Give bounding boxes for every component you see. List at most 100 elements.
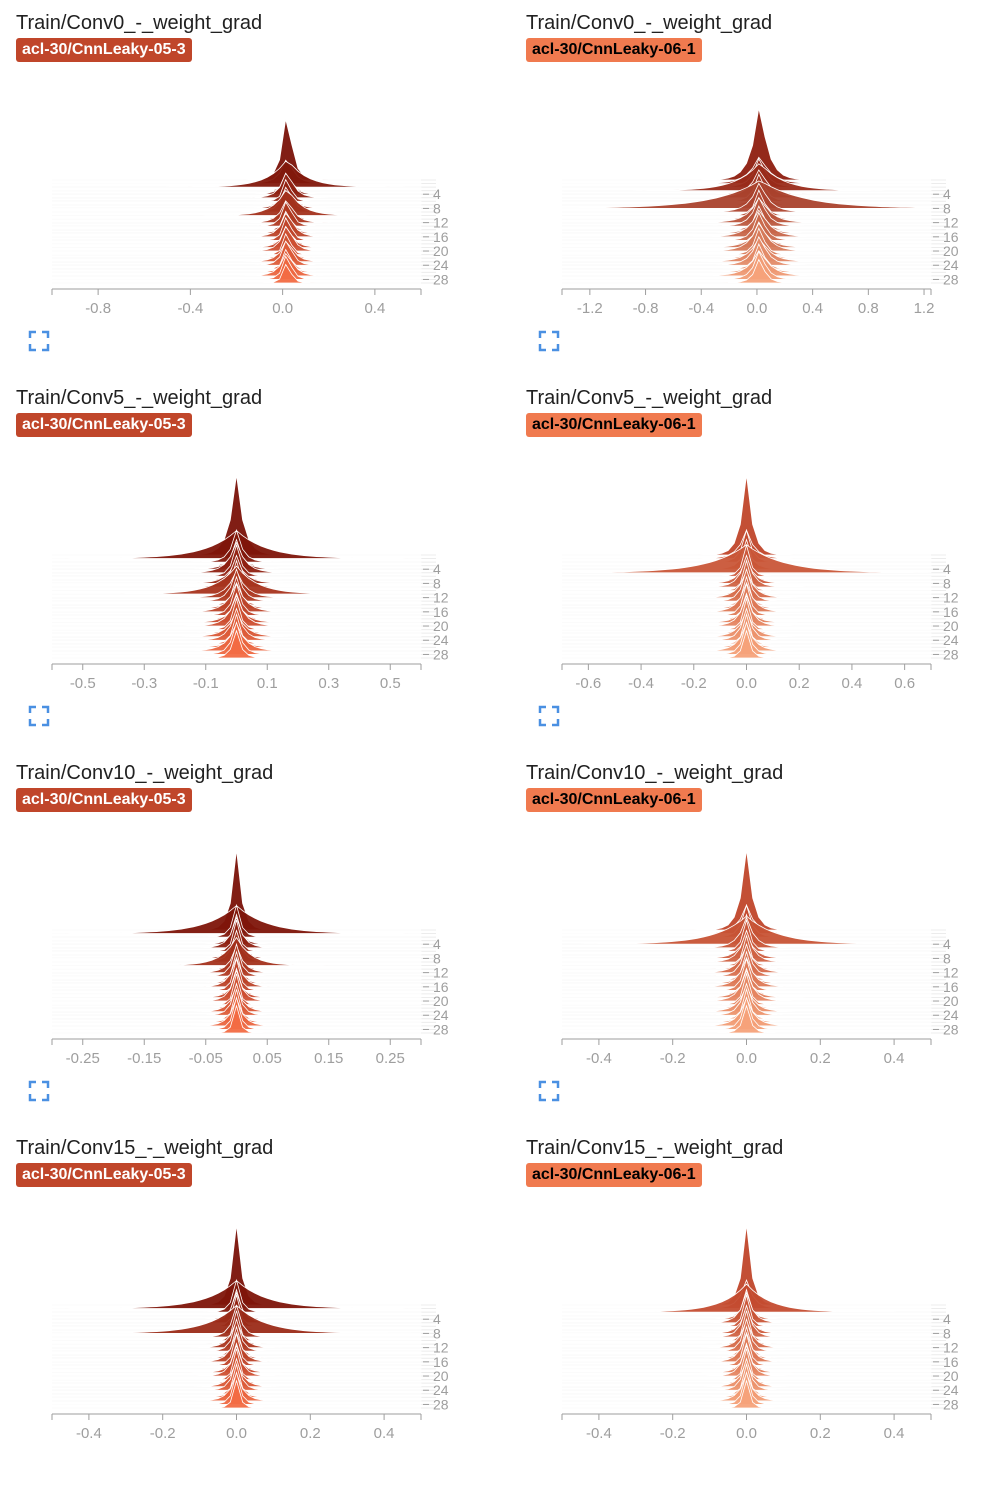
ridgeline-step [51, 216, 422, 241]
x-tick-label: 0.3 [318, 675, 339, 692]
ridgeline-step [51, 159, 422, 184]
x-tick-label: -0.4 [586, 1425, 612, 1442]
y-tick-label: 24 [943, 632, 959, 648]
run-badge: acl-30/CnnLeaky-05-3 [16, 38, 192, 62]
y-tick-label: 24 [433, 632, 449, 648]
x-tick-label: -0.1 [193, 675, 219, 692]
y-tick-label: 4 [943, 561, 951, 577]
x-tick-label: 0.0 [736, 1050, 757, 1067]
ridgeline-series [51, 1224, 422, 1409]
x-tick-label: -0.2 [660, 1050, 686, 1067]
ridgeline-step [562, 1224, 931, 1306]
ridgeline-series [51, 119, 422, 284]
y-tick-label: 8 [943, 200, 951, 216]
x-tick-label: -0.8 [85, 300, 111, 317]
fullscreen-icon[interactable] [28, 330, 50, 352]
x-tick-label: 0.4 [841, 675, 862, 692]
x-tick-label: -0.2 [150, 1425, 176, 1442]
run-badge: acl-30/CnnLeaky-06-1 [526, 413, 702, 437]
y-tick-label: 24 [433, 1382, 449, 1398]
x-tick-label: 0.0 [272, 300, 293, 317]
x-tick-label: -0.5 [70, 675, 96, 692]
ridgeline-step [51, 201, 422, 227]
x-tick-label: 0.05 [253, 1050, 282, 1067]
run-badge: acl-30/CnnLeaky-05-3 [16, 413, 192, 437]
ridgeline-step [561, 163, 932, 192]
fullscreen-icon[interactable] [538, 330, 560, 352]
histogram-card: Train/Conv0_-_weight_grad acl-30/CnnLeak… [526, 0, 986, 375]
ridgeline-step [52, 1004, 421, 1034]
y-tick-label: 4 [433, 1311, 441, 1327]
x-tick-label: 0.2 [810, 1050, 831, 1067]
ridgeline-step [561, 238, 932, 263]
y-tick-label: 20 [433, 618, 449, 634]
ridgeline-series [561, 108, 932, 284]
y-tick-label: 4 [433, 186, 441, 202]
fullscreen-icon[interactable] [538, 1080, 560, 1102]
histogram-card: Train/Conv10_-_weight_grad acl-30/CnnLea… [16, 750, 486, 1125]
ridgeline-step [51, 212, 422, 238]
ridgeline-step [51, 217, 422, 234]
ridgeline-step [561, 189, 932, 216]
ridgeline-step [51, 255, 422, 280]
y-tick-label: 24 [943, 1007, 959, 1023]
ridgeline-step [52, 119, 421, 181]
fullscreen-icon[interactable] [538, 705, 560, 727]
y-tick-label: 8 [433, 575, 441, 591]
y-tick-label: 8 [943, 575, 951, 591]
y-tick-label: 16 [943, 979, 959, 995]
y-tick-label: 16 [943, 1354, 959, 1370]
run-badge: acl-30/CnnLeaky-06-1 [526, 1163, 702, 1187]
ridgeline-step [561, 235, 932, 266]
y-tick-label: 24 [433, 1007, 449, 1023]
x-tick-label: -0.2 [681, 675, 707, 692]
ridgeline-step [562, 108, 931, 181]
x-tick-label: 0.2 [789, 675, 810, 692]
y-tick-label: 28 [433, 646, 449, 662]
y-tick-label: 8 [433, 200, 441, 216]
ridgeline-step [562, 629, 931, 659]
x-tick-label: 0.6 [894, 675, 915, 692]
ridgeline-step [51, 229, 422, 248]
ridgeline-step [561, 211, 932, 241]
histogram-card: Train/Conv15_-_weight_grad acl-30/CnnLea… [16, 1125, 486, 1500]
ridgeline-step [52, 1224, 421, 1306]
ridgeline-step [51, 240, 422, 263]
y-tick-label: 28 [943, 646, 959, 662]
ridgeline-step [51, 188, 422, 209]
ridgeline-step [51, 232, 422, 255]
ridgeline-series [51, 849, 422, 1034]
x-tick-label: 0.1 [257, 675, 278, 692]
x-tick-label: 1.2 [914, 300, 935, 317]
ridgeline-step [51, 203, 422, 220]
histogram-card: Train/Conv5_-_weight_grad acl-30/CnnLeak… [16, 375, 486, 750]
ridgeline-step [561, 250, 932, 280]
ridgeline-step [51, 252, 422, 277]
step-grid [52, 179, 436, 284]
fullscreen-icon[interactable] [28, 705, 50, 727]
x-tick-label: 0.5 [380, 675, 401, 692]
ridgeline-step [561, 180, 932, 209]
ridgeline-step [52, 263, 421, 284]
y-tick-label: 28 [943, 271, 959, 287]
fullscreen-icon[interactable] [28, 1080, 50, 1102]
ridgeline-step [51, 248, 422, 270]
ridgeline-step [561, 227, 932, 255]
ridgeline-step [51, 240, 422, 266]
y-tick-label: 20 [943, 618, 959, 634]
ridgeline-step [51, 172, 422, 192]
y-tick-label: 12 [943, 1340, 959, 1356]
histogram-card: Train/Conv15_-_weight_grad acl-30/CnnLea… [526, 1125, 986, 1500]
y-tick-label: 4 [433, 936, 441, 952]
y-tick-label: 8 [943, 950, 951, 966]
ridgeline-step [561, 209, 932, 238]
x-tick-label: -0.4 [688, 300, 714, 317]
ridgeline-series [561, 849, 932, 1034]
y-tick-label: 12 [433, 1340, 449, 1356]
y-tick-label: 12 [433, 965, 449, 981]
x-tick-label: 0.4 [884, 1050, 905, 1067]
x-tick-label: 0.2 [300, 1425, 321, 1442]
